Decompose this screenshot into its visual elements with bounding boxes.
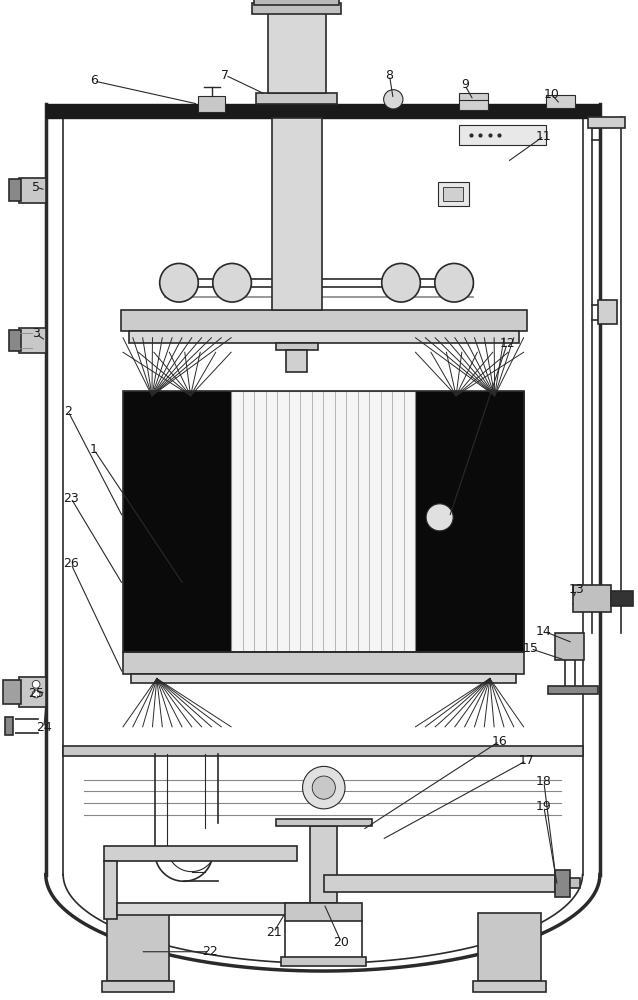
Bar: [556, 633, 584, 660]
Bar: [438, 182, 468, 206]
Bar: [255, 0, 339, 5]
Bar: [46, 104, 600, 118]
Circle shape: [382, 263, 420, 302]
Text: 14: 14: [536, 625, 552, 638]
Text: 8: 8: [385, 69, 394, 82]
Bar: [117, 903, 310, 915]
Text: 16: 16: [492, 735, 507, 748]
Bar: [573, 585, 611, 612]
Bar: [107, 913, 169, 981]
Text: 15: 15: [523, 642, 538, 655]
Bar: [546, 95, 575, 108]
Bar: [272, 118, 322, 310]
Bar: [231, 391, 415, 652]
Bar: [131, 674, 516, 683]
Circle shape: [426, 504, 453, 531]
Text: 9: 9: [461, 78, 469, 91]
Bar: [324, 875, 556, 892]
Circle shape: [160, 263, 198, 302]
Bar: [478, 913, 541, 981]
Circle shape: [312, 776, 336, 799]
Bar: [278, 118, 316, 310]
Text: 23: 23: [63, 492, 78, 505]
Bar: [276, 343, 318, 350]
Bar: [198, 96, 225, 112]
Bar: [611, 591, 633, 606]
Bar: [19, 328, 46, 353]
Text: 6: 6: [90, 74, 98, 87]
Text: 2: 2: [64, 405, 72, 418]
Circle shape: [212, 263, 251, 302]
Bar: [285, 903, 362, 921]
Bar: [19, 178, 46, 203]
Text: 21: 21: [265, 926, 281, 939]
Bar: [473, 981, 546, 992]
Bar: [548, 686, 598, 694]
Bar: [123, 391, 524, 652]
Bar: [5, 717, 13, 735]
Polygon shape: [46, 118, 600, 971]
Circle shape: [33, 680, 40, 688]
Text: 13: 13: [569, 583, 584, 596]
Bar: [101, 981, 174, 992]
Circle shape: [302, 766, 345, 809]
Bar: [9, 179, 20, 201]
Bar: [415, 391, 524, 652]
Bar: [281, 957, 366, 966]
Text: 11: 11: [536, 130, 552, 143]
Bar: [104, 846, 297, 861]
Circle shape: [435, 263, 473, 302]
Bar: [459, 93, 488, 110]
Bar: [104, 861, 117, 919]
Bar: [9, 330, 20, 351]
Text: 3: 3: [32, 327, 40, 340]
Bar: [3, 680, 20, 704]
Bar: [123, 652, 524, 674]
Bar: [129, 331, 519, 343]
Circle shape: [33, 690, 40, 698]
Text: 10: 10: [544, 88, 560, 101]
Bar: [570, 878, 579, 888]
Text: 12: 12: [500, 337, 515, 350]
Text: 5: 5: [32, 181, 40, 194]
Bar: [310, 826, 338, 903]
Bar: [19, 677, 46, 707]
Bar: [286, 350, 308, 372]
Text: 18: 18: [536, 775, 552, 788]
Bar: [443, 187, 463, 201]
Bar: [588, 117, 625, 128]
Text: 26: 26: [63, 557, 78, 570]
Bar: [276, 819, 372, 826]
Text: 20: 20: [333, 936, 349, 949]
Bar: [123, 391, 231, 652]
Bar: [556, 870, 570, 897]
Bar: [121, 310, 526, 331]
Bar: [598, 300, 617, 324]
Text: 1: 1: [90, 443, 98, 456]
Bar: [63, 746, 582, 756]
Bar: [459, 125, 546, 145]
Bar: [256, 93, 338, 104]
Circle shape: [383, 90, 403, 109]
Bar: [253, 3, 341, 14]
Text: 19: 19: [536, 800, 552, 813]
Text: 17: 17: [519, 754, 535, 767]
Text: 25: 25: [28, 687, 44, 700]
Text: 24: 24: [36, 721, 52, 734]
Bar: [268, 11, 326, 93]
Text: 7: 7: [221, 69, 229, 82]
Text: 22: 22: [202, 945, 218, 958]
